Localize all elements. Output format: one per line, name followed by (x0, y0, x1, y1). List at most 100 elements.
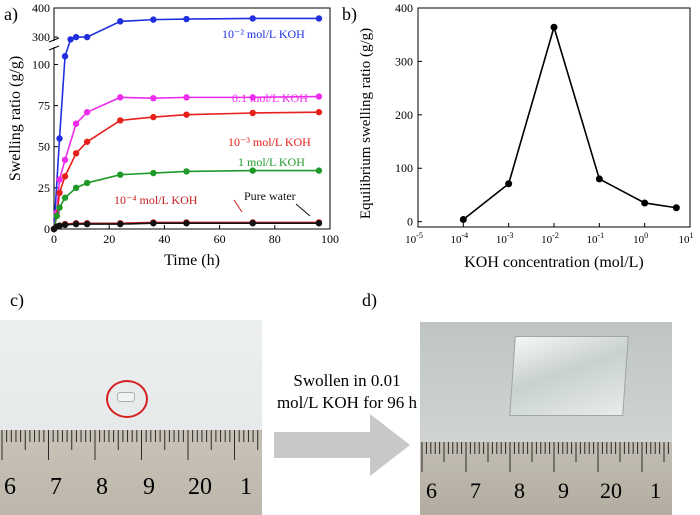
data-point (83, 138, 91, 145)
data-point (150, 113, 157, 121)
data-point (117, 94, 124, 101)
data-point (72, 220, 80, 228)
panel-label-a: a) (4, 4, 18, 24)
axis-break-mark (48, 37, 60, 43)
ruler-number: 8 (96, 474, 108, 500)
data-point (83, 179, 91, 187)
x-tick-label: 101 (679, 231, 694, 246)
x-axis-label: KOH concentration (mol/L) (464, 254, 644, 271)
data-point (117, 171, 124, 178)
x-tick-label: 100 (633, 231, 648, 246)
data-point (249, 167, 256, 174)
y-tick-label: 400 (395, 1, 413, 15)
ruler: 6 7 8 9 20 1 (420, 442, 672, 515)
x-tick-label: 10-5 (405, 231, 423, 246)
process-arrow (274, 414, 410, 476)
x-tick-label: 100 (321, 232, 339, 246)
data-point (150, 16, 157, 23)
data-point (72, 33, 80, 41)
x-tick-label: 0 (51, 232, 57, 246)
y-tick-label: 25 (38, 181, 50, 195)
y-tick-label: 300 (395, 54, 413, 68)
axis-break-gap (50, 41, 59, 47)
data-point (150, 169, 157, 177)
data-point (72, 184, 80, 192)
data-point (117, 18, 124, 25)
swelling-time-chart: 0 25 50 75 100 300 400 0 20 40 60 80 100 Time (h) Swel… (7, 1, 339, 269)
ruler-ticks (1, 430, 262, 460)
y-tick-label: 400 (32, 1, 50, 15)
y-tick-label: 200 (395, 108, 413, 122)
y-tick-label: 100 (32, 57, 50, 71)
series-label: 0.1 mol/L KOH (232, 91, 308, 105)
x-axis-label: Time (h) (164, 252, 220, 269)
x-tick-label: 10-3 (496, 231, 514, 246)
data-point (61, 221, 69, 229)
panel-label-b: b) (342, 4, 357, 24)
series-label: 10⁻² mol/L KOH (222, 27, 305, 41)
data-point (117, 117, 124, 124)
data-point (72, 150, 80, 157)
y-tick-label: 50 (38, 140, 50, 154)
y-tick-label: 0 (407, 215, 413, 229)
x-tick-label: 60 (214, 232, 226, 246)
x-tick-label: 80 (269, 232, 281, 246)
plot-frame (53, 7, 331, 230)
ruler-number: 9 (558, 478, 569, 503)
ruler-ticks (421, 442, 669, 472)
data-point (183, 15, 190, 23)
data-point (67, 36, 74, 43)
plot-frame (417, 7, 691, 228)
data-point (56, 204, 63, 211)
panel-label-d: d) (362, 290, 377, 310)
series-label: 10⁻³ mol/L KOH (228, 135, 311, 149)
ruler-number: 20 (188, 474, 212, 500)
data-point (83, 33, 91, 41)
series-label: 1 mol/L KOH (238, 155, 305, 169)
equilibrium-swelling-chart: 0 100 200 300 400 10-5 10-4 10-3 10-2 10-1 100 101 K… (358, 1, 694, 271)
y-axis-label: Equilibrium swelling ratio (g/g) (358, 28, 374, 219)
data-point (150, 94, 157, 102)
ruler-number: 7 (50, 474, 62, 500)
data-point (315, 220, 323, 227)
data-point (459, 216, 467, 224)
annotation-arrow (233, 199, 243, 213)
ruler-number: 20 (600, 478, 622, 503)
y-axis-label: Swelling ratio (g/g) (7, 56, 24, 181)
data-point (83, 108, 91, 116)
data-point (641, 199, 649, 207)
data-point (595, 175, 603, 183)
photo-dry-gel: 6 7 8 9 20 1 (0, 320, 262, 515)
data-point (61, 156, 69, 164)
data-point (315, 167, 323, 174)
x-tick-label: 10-4 (450, 231, 468, 246)
data-point (505, 180, 513, 188)
arrow-text-line1: Swollen in 0.01 (293, 371, 401, 390)
x-tick-label: 10-1 (586, 231, 604, 246)
data-point (550, 23, 558, 31)
ruler-number: 6 (4, 474, 16, 500)
data-point (315, 108, 323, 116)
panel-label-c: c) (10, 290, 24, 310)
data-point (83, 220, 91, 228)
data-point (53, 212, 60, 220)
data-point (249, 15, 256, 22)
data-point (117, 220, 124, 228)
ruler-number: 1 (240, 474, 252, 500)
photo-swollen-gel: 6 7 8 9 20 1 (420, 322, 672, 515)
series-label: 10⁻⁴ mol/L KOH (114, 193, 198, 207)
axis-break-mark (48, 45, 60, 51)
data-point (72, 120, 80, 127)
annotation-arrow (295, 203, 311, 217)
data-point (183, 94, 190, 101)
ruler: 6 7 8 9 20 1 (0, 430, 262, 515)
data-point (61, 173, 69, 180)
x-tick-label: 10-2 (541, 231, 559, 246)
x-tick-label: 40 (158, 232, 170, 246)
ruler-number: 1 (650, 478, 661, 503)
data-point (56, 189, 63, 196)
x-tick-label: 20 (103, 232, 115, 246)
ruler-number: 8 (514, 478, 525, 503)
y-tick-label: 75 (38, 99, 50, 113)
data-point (249, 220, 256, 227)
